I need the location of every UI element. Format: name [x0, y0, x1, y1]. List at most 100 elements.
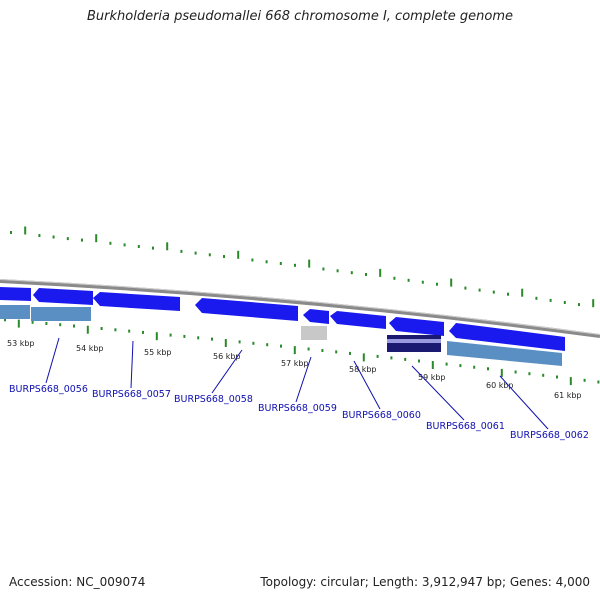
minor-tick — [238, 340, 241, 344]
scale-label: 57 kbp — [281, 359, 309, 368]
cds-feature[interactable] — [330, 311, 386, 329]
cds-feature-pale[interactable] — [0, 305, 30, 319]
minor-tick — [563, 301, 566, 304]
minor-tick — [294, 263, 296, 267]
gene-leader-line — [130, 340, 134, 389]
scale-label: 53 kbp — [7, 339, 35, 348]
gene-label[interactable]: BURPS668_0061 — [426, 421, 505, 432]
minor-tick — [464, 286, 467, 290]
minor-tick — [528, 372, 531, 376]
major-tick — [166, 242, 169, 251]
map-title: Burkholderia pseudomallei 668 chromosome… — [86, 9, 514, 24]
minor-tick — [578, 303, 580, 307]
minor-tick — [10, 231, 12, 234]
gene-leader-line — [45, 337, 60, 384]
minor-tick — [38, 234, 41, 237]
gene-labels[interactable]: BURPS668_0056 BURPS668_0057 BURPS668_0058 B… — [9, 384, 589, 441]
minor-tick — [59, 323, 62, 327]
major-tick — [95, 234, 98, 243]
major-tick — [521, 288, 524, 297]
cds-feature-pale[interactable] — [447, 341, 562, 366]
gene-label[interactable]: BURPS668_0056 — [9, 384, 88, 395]
minor-tick — [152, 246, 154, 250]
minor-tick — [350, 271, 353, 275]
gene-leader-line — [295, 356, 312, 403]
grey-feature[interactable] — [301, 326, 327, 340]
major-tick — [592, 299, 595, 308]
major-tick — [224, 339, 227, 347]
major-tick — [17, 319, 20, 328]
minor-tick — [265, 260, 268, 264]
gene-label[interactable]: BURPS668_0058 — [174, 394, 253, 405]
minor-tick — [542, 373, 545, 377]
cds-feature[interactable] — [0, 287, 31, 301]
cds-feature-pale[interactable] — [31, 307, 91, 321]
scale-label: 56 kbp — [213, 352, 241, 361]
minor-tick — [583, 378, 586, 382]
major-tick — [500, 368, 503, 377]
minor-tick — [336, 269, 339, 273]
minor-tick — [365, 273, 367, 276]
major-tick — [431, 361, 434, 369]
gene-label[interactable]: BURPS668_0057 — [92, 389, 171, 400]
genome-summary: Topology: circular; Length: 3,912,947 bp… — [260, 575, 590, 589]
minor-tick — [252, 341, 255, 345]
minor-tick — [183, 334, 186, 338]
minor-tick — [335, 350, 338, 354]
minor-tick — [52, 235, 55, 239]
cds-feature[interactable] — [33, 288, 93, 305]
minor-tick — [507, 292, 509, 296]
major-tick — [237, 250, 240, 259]
gene-label[interactable]: BURPS668_0062 — [510, 430, 589, 441]
major-tick — [293, 346, 296, 355]
minor-tick — [45, 322, 48, 325]
feature-track-inner[interactable] — [0, 305, 562, 366]
gene-label[interactable]: BURPS668_0060 — [342, 410, 421, 421]
gene-label-leaders — [45, 337, 549, 430]
minor-tick — [223, 255, 225, 258]
minor-tick — [436, 282, 438, 286]
minor-tick — [393, 276, 396, 280]
cds-feature[interactable] — [93, 292, 180, 311]
minor-tick — [322, 267, 325, 271]
scale-label: 60 kbp — [486, 381, 514, 390]
minor-tick — [321, 349, 324, 352]
scale-label: 61 kbp — [554, 391, 582, 400]
minor-tick — [421, 280, 424, 284]
minor-tick — [307, 347, 310, 351]
minor-tick — [279, 262, 282, 265]
minor-tick — [100, 327, 103, 330]
gene-leader-line — [211, 349, 243, 394]
cds-feature[interactable] — [389, 317, 444, 336]
feature-track-outer[interactable] — [0, 287, 565, 351]
minor-tick — [123, 243, 126, 247]
major-tick — [379, 268, 382, 277]
minor-tick — [137, 245, 140, 248]
scale-label: 58 kbp — [349, 365, 377, 374]
minor-tick — [487, 367, 489, 371]
cds-feature[interactable] — [449, 323, 565, 351]
dark-feature-highlight — [387, 339, 441, 343]
minor-tick — [194, 251, 197, 255]
gene-leader-line — [499, 375, 549, 430]
minor-tick — [459, 364, 462, 368]
minor-tick — [109, 241, 112, 245]
gene-leader-line — [411, 365, 465, 421]
cds-feature[interactable] — [303, 309, 329, 324]
gene-label[interactable]: BURPS668_0059 — [258, 403, 337, 414]
minor-tick — [251, 258, 254, 262]
dark-feature[interactable] — [387, 335, 441, 352]
scale-label: 59 kbp — [418, 373, 446, 382]
gene-leader-line — [353, 360, 381, 410]
major-tick — [362, 353, 365, 362]
minor-tick — [31, 320, 34, 324]
minor-tick — [407, 278, 410, 282]
inner-tick-marks — [4, 318, 600, 386]
backbone-highlight — [0, 279, 600, 335]
minor-tick — [535, 296, 538, 300]
minor-tick — [180, 249, 183, 253]
minor-tick — [376, 354, 379, 358]
minor-tick — [197, 336, 200, 340]
cds-feature[interactable] — [195, 298, 298, 321]
